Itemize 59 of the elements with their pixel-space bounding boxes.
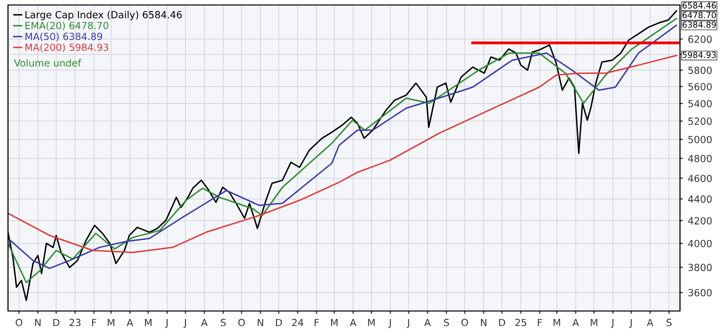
annotation: 5984.93: [682, 52, 716, 58]
x-tick-label: A: [350, 318, 356, 326]
y-tick-label: 5000: [688, 136, 712, 144]
y-tick-label: 6200: [688, 36, 712, 43]
x-tick-label: J: [165, 318, 168, 328]
x-tick-label: N: [258, 318, 264, 326]
x-tick-label: D: [276, 318, 282, 326]
x-tick-label: J: [406, 318, 410, 328]
x-tick-label: A: [201, 318, 208, 326]
legend-label: Large Cap Index (Daily) 6584.46: [25, 10, 182, 20]
x-tick-label: O: [238, 318, 245, 326]
y-tick-label: 5800: [688, 66, 712, 74]
x-tick-label: 25: [515, 318, 526, 326]
x-tick-label: F: [92, 318, 96, 326]
x-tick-label: J: [610, 318, 614, 328]
x-tick-label: N: [35, 318, 41, 326]
x-tick-label: N: [480, 318, 486, 326]
x-tick-label: A: [126, 318, 134, 326]
y-tick-label: 5200: [688, 118, 712, 125]
x-tick-label: O: [16, 318, 22, 326]
x-tick-label: S: [220, 318, 226, 326]
x-tick-label: M: [590, 318, 598, 326]
legend-label: MA(50) 6384.89: [25, 32, 102, 42]
x-tick-label: D: [499, 318, 506, 326]
x-tick-label: J: [629, 318, 632, 328]
x-tick-label: A: [646, 318, 654, 326]
annotation: 6384.89: [682, 21, 716, 28]
x-tick-label: M: [331, 318, 338, 326]
legend-label: EMA(20) 6478.70: [25, 22, 108, 30]
y-tick-label: 3800: [688, 264, 712, 272]
x-tick-label: M: [368, 318, 375, 326]
x-tick-label: S: [666, 318, 672, 326]
x-tick-label: O: [461, 318, 468, 326]
annotation: Volume undef: [14, 59, 82, 67]
x-tick-label: D: [53, 318, 60, 326]
y-tick-label: 4400: [688, 195, 712, 203]
x-tick-label: 23: [70, 318, 80, 326]
y-tick-label: 3600: [688, 288, 712, 296]
x-tick-label: S: [444, 318, 449, 326]
x-tick-label: M: [554, 318, 560, 326]
y-tick-label: 4000: [688, 240, 712, 248]
x-tick-label: A: [424, 318, 431, 326]
annotation: 6478.70: [682, 12, 716, 18]
line-series: [8, 54, 678, 254]
x-tick-label: F: [538, 318, 542, 326]
y-tick-label: 5600: [688, 82, 712, 90]
x-tick-label: M: [145, 318, 152, 326]
x-tick-label: 24: [292, 318, 304, 326]
x-tick-label: J: [184, 318, 186, 328]
x-tick-label: A: [572, 318, 579, 326]
annotation: 6584.46: [682, 2, 716, 9]
y-tick-label: 4800: [688, 154, 712, 162]
x-tick-label: J: [388, 318, 391, 328]
x-tick-label: M: [108, 318, 114, 326]
y-tick-label: 4200: [688, 217, 712, 224]
x-tick-label: F: [314, 318, 319, 326]
y-tick-label: 4600: [688, 174, 712, 182]
y-tick-label: 5400: [688, 100, 712, 108]
legend-label: MA(200) 5984.93: [25, 43, 108, 52]
